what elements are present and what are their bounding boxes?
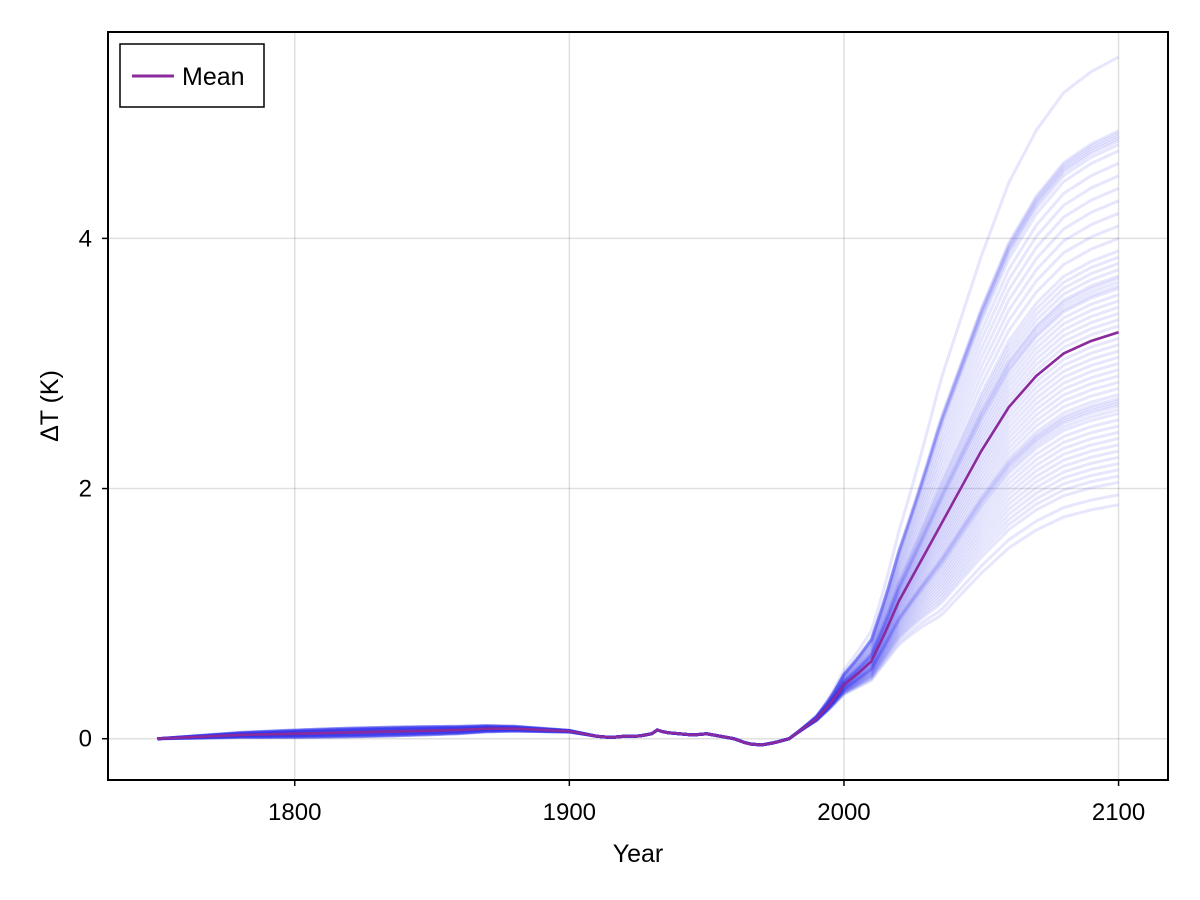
mean-line — [157, 330, 1119, 747]
y-tick-label: 4 — [79, 225, 92, 252]
ensemble-lines — [157, 55, 1120, 747]
x-tick-label: 2000 — [817, 799, 870, 826]
x-tick-label: 1800 — [268, 799, 321, 826]
x-tick-label: 2100 — [1092, 799, 1145, 826]
x-axis-ticks: 1800 1900 2000 2100 — [268, 780, 1145, 826]
plot-frame — [107, 31, 1169, 781]
mean-series — [157, 330, 1119, 747]
grid-lines — [108, 32, 1168, 780]
x-axis-label: Year — [613, 840, 664, 868]
y-tick-label: 0 — [79, 726, 92, 753]
y-tick-label: 2 — [79, 476, 92, 503]
y-axis-label: ΔT (K) — [36, 370, 64, 442]
legend-entry-mean: Mean — [182, 63, 245, 91]
x-tick-label: 1900 — [543, 799, 596, 826]
y-axis-ticks: 0 2 4 — [79, 225, 108, 753]
legend: Mean — [119, 43, 265, 108]
